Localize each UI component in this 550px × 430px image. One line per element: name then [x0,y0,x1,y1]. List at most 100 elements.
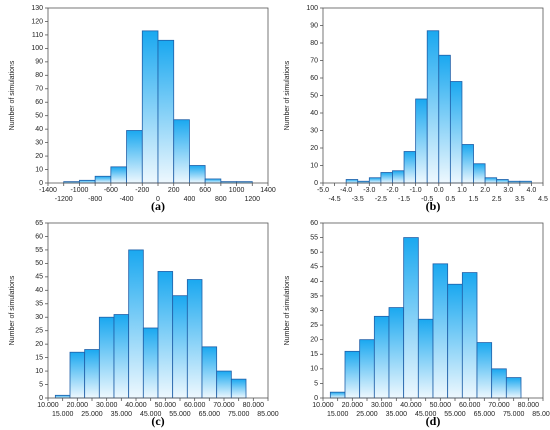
y-tick-label: 60 [35,99,43,106]
x-tick-label: 2.0 [480,187,490,194]
x-tick-label: -200 [135,187,149,194]
y-tick-label: 100 [31,45,43,52]
y-tick-label: 30 [35,314,43,321]
bar [359,339,375,399]
caption: (d) [426,414,441,428]
x-tick-label: 10.000 [312,402,334,409]
y-tick-label: 0 [39,395,43,402]
bar [54,394,71,399]
x-tick-label: 1.0 [457,187,467,194]
x-tick-label: 20.000 [342,402,364,409]
bar [345,179,359,184]
x-tick-label: 80.000 [243,402,265,409]
x-tick-label: 30.000 [371,402,393,409]
bar [438,54,451,184]
bar [496,179,509,184]
y-tick-label: 65 [35,220,43,227]
y-tick-label: 30 [310,307,318,314]
y-tick-label: 10 [35,166,43,173]
x-tick-label: -0.5 [421,196,433,203]
bar [98,316,115,399]
x-tick-label: 45.000 [140,411,162,418]
x-tick-label: 60.000 [184,402,206,409]
bar [94,175,112,184]
x-tick-label: 65.000 [474,411,496,418]
y-tick-label: 25 [310,322,318,329]
x-tick-label: -2.0 [386,187,398,194]
x-tick-label: 200 [168,187,180,194]
y-tick-label: 45 [35,274,43,281]
x-tick-label: 25.000 [81,411,103,418]
bar [69,351,86,399]
y-tick-label: 10 [310,366,318,373]
x-tick-label: -4.5 [329,196,341,203]
bar [157,39,175,184]
x-tick-label: 80.000 [518,402,540,409]
y-tick-label: 50 [310,249,318,256]
y-tick-label: 130 [31,5,43,12]
x-tick-label: 60.000 [459,402,481,409]
y-tick-label: 0 [314,395,318,402]
y-tick-label: 30 [35,139,43,146]
y-tick-label: 25 [35,328,43,335]
bar [461,144,474,184]
y-tick-label: 45 [310,264,318,271]
x-tick-label: 0.5 [446,196,456,203]
x-tick-label: 0.0 [434,187,444,194]
x-tick-label: 600 [199,187,211,194]
y-axis-label: Number of simulations [284,275,291,345]
x-tick-label: -1400 [39,187,57,194]
bar [84,349,100,399]
caption: (a) [151,199,165,213]
y-axis-label: Number of simulations [9,60,16,130]
x-tick-label: 85.000 [532,411,550,418]
y-tick-label: 70 [35,86,43,93]
bar [484,177,498,184]
bar [141,30,159,184]
x-tick-label: 50.000 [155,402,177,409]
bar [201,346,218,399]
x-tick-label: 4.5 [538,196,548,203]
x-tick-label: 1200 [244,196,260,203]
x-tick-label: -1.5 [398,196,410,203]
bar [476,342,493,399]
x-tick-label: 55.000 [444,411,466,418]
x-tick-label: -4.0 [340,187,352,194]
y-tick-label: 90 [310,22,318,29]
y-tick-label: 10 [35,368,43,375]
x-tick-label: 75.000 [228,411,250,418]
bar [230,378,247,399]
x-tick-label: -1200 [55,196,73,203]
y-tick-label: 5 [314,380,318,387]
y-tick-label: 80 [35,72,43,79]
y-tick-label: 20 [35,153,43,160]
x-tick-label: 40.000 [125,402,147,409]
x-tick-label: -600 [104,187,118,194]
bar [417,318,434,399]
bar [461,272,478,399]
x-tick-label: 65.000 [199,411,221,418]
y-tick-label: 20 [35,341,43,348]
x-tick-label: 45.000 [415,411,437,418]
x-tick-label: 40.000 [400,402,422,409]
x-tick-label: 20.000 [67,402,89,409]
bar [380,172,393,184]
x-tick-label: 1400 [260,187,276,194]
bar [173,119,190,184]
x-tick-label: 1.5 [469,196,479,203]
x-tick-label: 15.000 [52,411,74,418]
x-tick-label: 3.5 [515,196,525,203]
x-tick-label: 85.000 [257,411,279,418]
caption: (b) [426,199,441,213]
y-tick-label: 20 [310,337,318,344]
y-tick-label: 40 [310,278,318,285]
bar [473,163,486,184]
y-tick-label: 40 [310,110,318,117]
bar [491,368,507,399]
bar [113,314,130,399]
x-tick-label: 1000 [229,187,245,194]
bar [157,271,174,399]
y-tick-label: 120 [31,18,43,25]
y-tick-label: 50 [35,113,43,120]
